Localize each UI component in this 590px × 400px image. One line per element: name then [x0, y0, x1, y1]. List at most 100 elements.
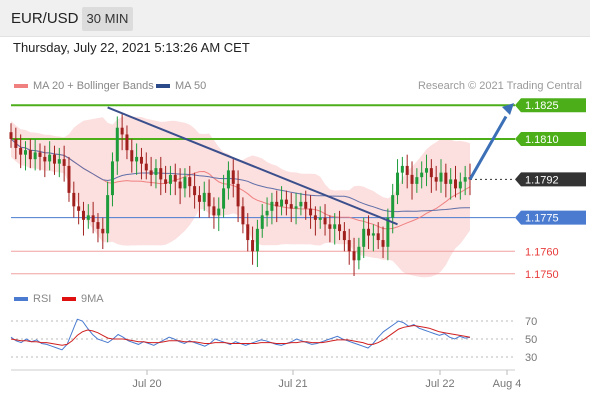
candle-body [323, 217, 327, 225]
candle-body [236, 183, 240, 207]
candle-body [371, 233, 375, 236]
candle-body [410, 174, 414, 184]
candle-body [130, 150, 134, 162]
candle-body [357, 246, 361, 261]
candle-body [96, 222, 100, 229]
candle-body [183, 177, 187, 189]
ma20-line [10, 138, 471, 230]
candle-body [449, 179, 453, 184]
candle-body [246, 224, 250, 241]
candle-body [38, 152, 42, 157]
candle-body [454, 179, 458, 189]
candle-body [149, 170, 153, 175]
candle-body [309, 208, 313, 216]
descending-trendline [107, 106, 398, 226]
level-tag-1.1775 [515, 210, 586, 225]
candle-body [135, 156, 139, 162]
candle-body [101, 228, 105, 234]
candle-body [222, 188, 226, 209]
candle-body [265, 210, 269, 216]
candle-body [48, 154, 52, 162]
candle-body [386, 217, 390, 247]
research-credit: Research © 2021 Trading Central [417, 80, 582, 92]
rsi-legend-swatch [14, 297, 28, 301]
candle-body [62, 159, 66, 166]
candle-body [299, 201, 303, 207]
level-label-1.1760: 1.1760 [525, 246, 559, 258]
candle-body [313, 215, 317, 220]
level-label-1.1792: 1.1792 [525, 174, 559, 186]
candle-body [77, 206, 81, 211]
candle-body [425, 168, 429, 173]
candle-body [251, 240, 255, 252]
candle-body [115, 127, 119, 162]
candle-body [396, 172, 400, 196]
candle-body [43, 156, 47, 162]
candle-body [458, 181, 462, 189]
level-lines-layer: 1.1825 1.1810 1.1792 1.1775 1.1760 1.1750 [11, 98, 586, 281]
ma20-bb-legend-label: MA 20 + Bollinger Bands [33, 80, 154, 92]
candle-body [197, 195, 201, 202]
candle-body [342, 231, 346, 241]
candle-body [463, 177, 467, 182]
rsi-tick-50: 50 [525, 334, 537, 346]
candle-body [347, 240, 351, 252]
candle-body [284, 199, 288, 205]
trendline-layer [107, 102, 514, 226]
time-axis-layer: Jul 20 Jul 21 Jul 22 Aug 4 [11, 369, 522, 390]
ma50-legend-label: MA 50 [175, 80, 207, 92]
candle-body [164, 179, 168, 184]
ma20-bb-legend-swatch [14, 84, 28, 88]
candle-body [280, 199, 284, 207]
candle-body [188, 177, 192, 187]
candle-body [106, 195, 110, 234]
rsi-tick-30: 30 [525, 352, 537, 364]
candle-body [241, 206, 245, 225]
candle-body [338, 224, 342, 232]
forecast-arrow-shaft [468, 115, 508, 181]
ma50-line [10, 138, 471, 213]
candle-body [400, 165, 404, 173]
level-tag-1.1810 [515, 131, 586, 146]
chart-datetime: Thursday, July 22, 2021 5:13:26 AM CET [13, 40, 250, 55]
ma50-legend-swatch [156, 84, 170, 88]
forecast-arrow-head [502, 102, 514, 115]
candle-body [23, 150, 27, 155]
bollinger-band-layer [11, 115, 470, 278]
candle-body [178, 181, 182, 189]
candle-body [139, 156, 143, 164]
time-tick-label: Aug 4 [493, 378, 522, 390]
candle-body [91, 215, 95, 223]
candle-body [405, 165, 409, 175]
candle-body [318, 217, 322, 220]
candle-body [120, 127, 124, 135]
candle-body [444, 172, 448, 184]
candle-body [159, 168, 163, 180]
level-label-1.1825: 1.1825 [525, 100, 559, 112]
candle-body [468, 177, 472, 180]
candles-layer [9, 114, 472, 277]
chart-header: EUR/USD 30 MIN [0, 0, 590, 37]
moving-average-layer [10, 138, 471, 230]
candle-body [14, 138, 18, 148]
level-tag-1.1792 [515, 172, 586, 187]
candle-body [57, 159, 61, 164]
candle-body [270, 201, 274, 211]
candle-body [28, 150, 32, 160]
timeframe-button[interactable]: 30 MIN [82, 7, 133, 31]
rsi-series-9MA [10, 324, 471, 346]
candle-body [362, 228, 366, 247]
time-tick-label: Jul 20 [132, 378, 161, 390]
candle-body [86, 215, 90, 220]
time-tick-label: Jul 21 [278, 378, 307, 390]
candle-body [381, 240, 385, 247]
candle-body [110, 161, 114, 196]
rsi-legend-label: RSI [33, 293, 52, 305]
candle-body [144, 163, 148, 171]
candle-body [193, 186, 197, 196]
time-tick-label: Jul 22 [425, 378, 454, 390]
candle-body [429, 168, 433, 178]
level-label-1.1810: 1.1810 [525, 134, 559, 146]
ma9-legend-swatch [62, 297, 76, 301]
